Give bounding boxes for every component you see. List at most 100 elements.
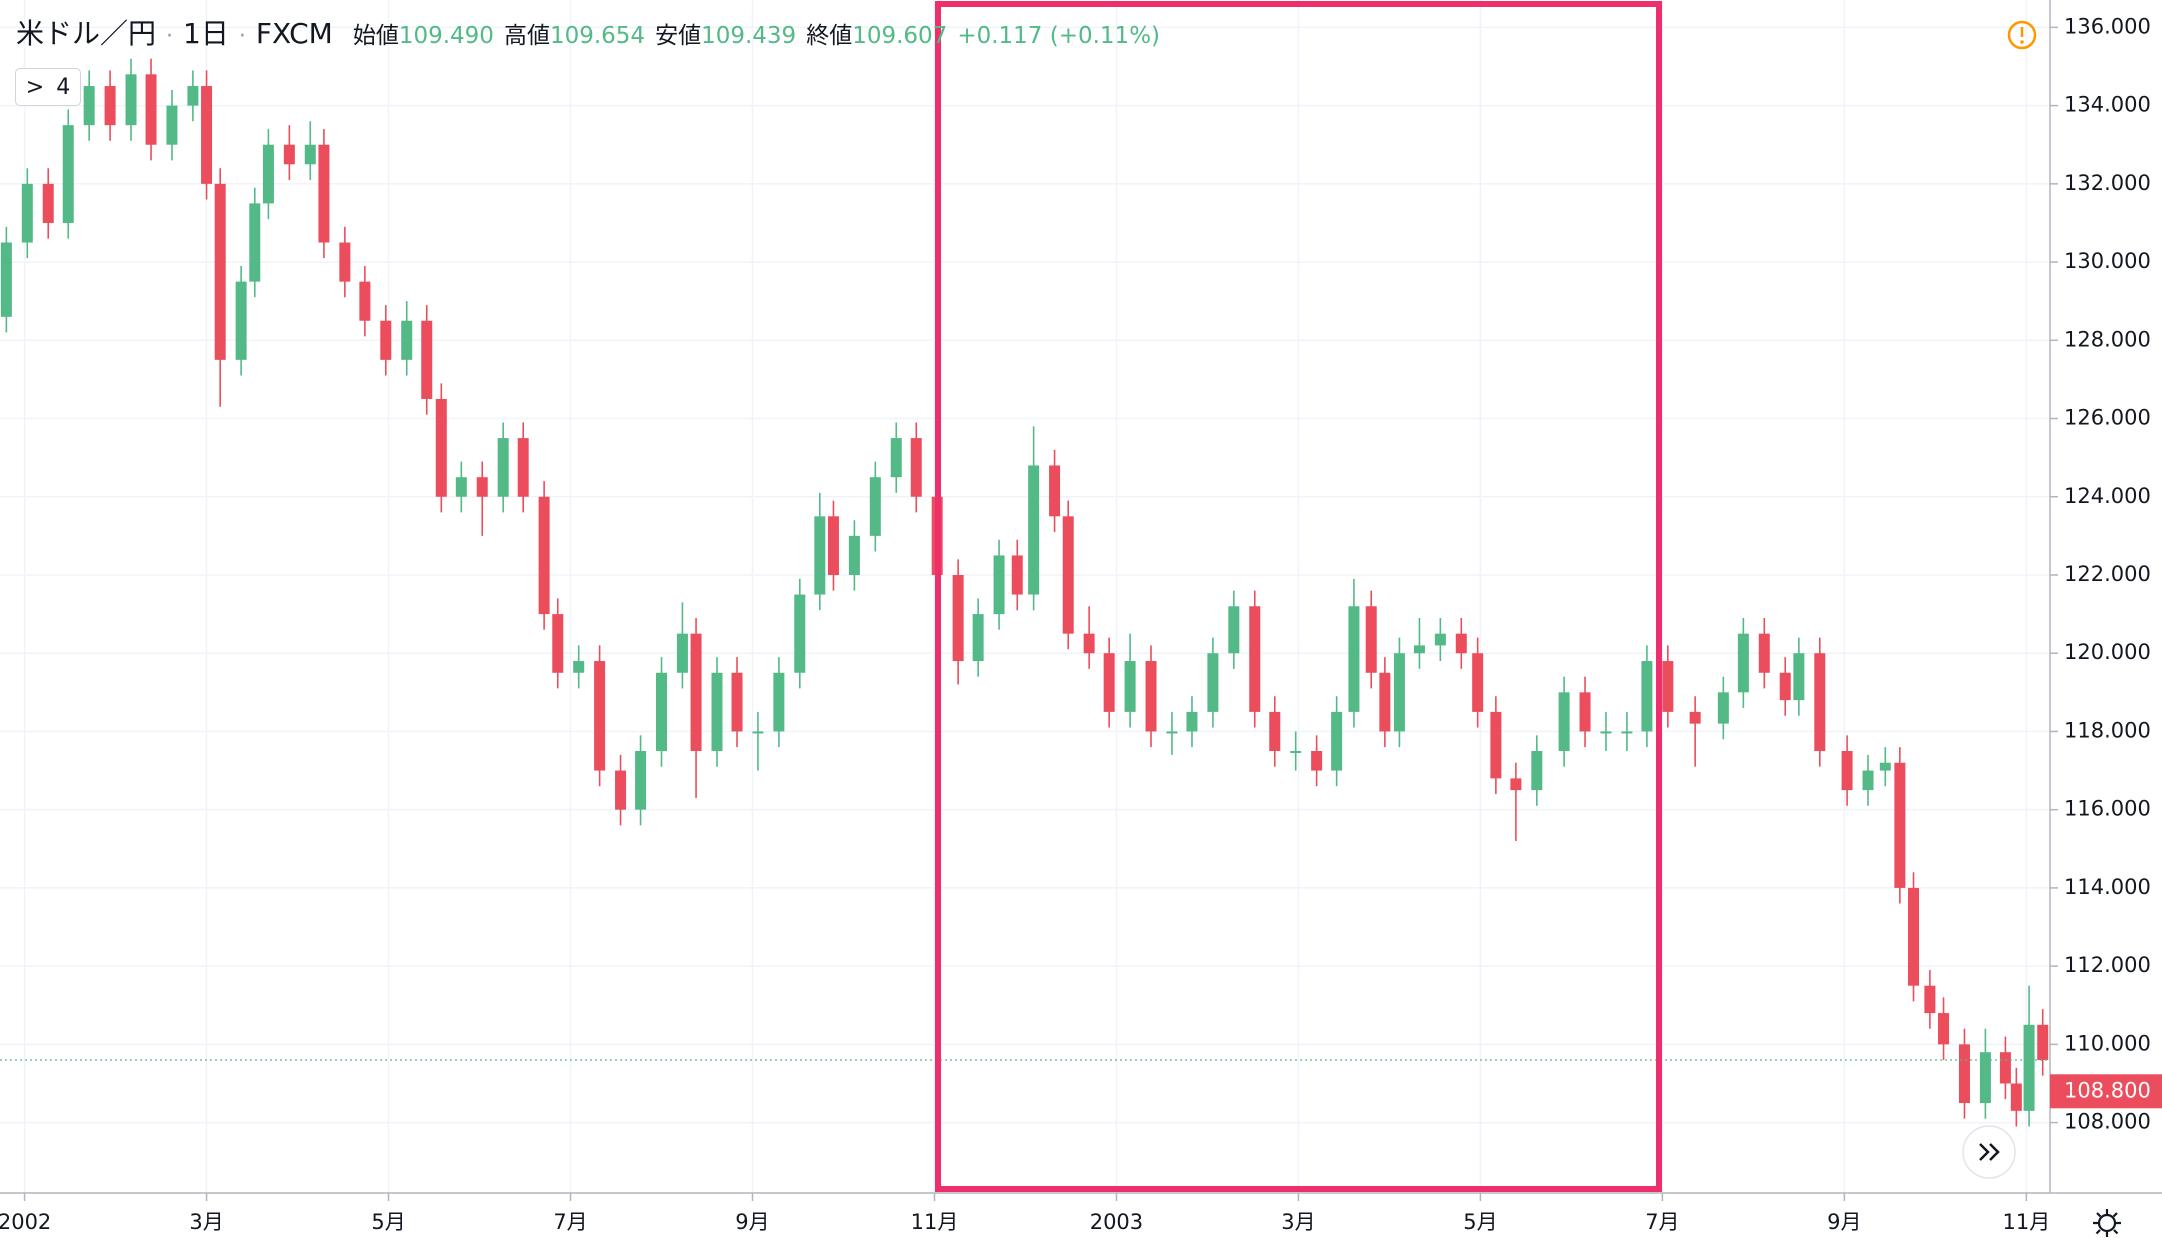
scroll-button[interactable]: [1962, 1125, 2016, 1179]
y-tick-label: 118.000: [2064, 718, 2151, 742]
candle-body: [0, 242, 12, 317]
ohlc-legend: 始値109.490 高値109.654 安値109.439 終値109.607: [343, 16, 948, 50]
candle-body: [42, 183, 54, 223]
settings-icon[interactable]: [2093, 1209, 2121, 1237]
candle-body: [731, 672, 743, 732]
ohlc-label: 安値: [655, 23, 702, 49]
candle-body: [848, 535, 860, 575]
y-tick-label: 130.000: [2064, 249, 2151, 273]
candle-body: [235, 281, 247, 360]
x-tick-label: 2002: [0, 1210, 51, 1234]
candle-body: [952, 574, 964, 662]
candle-body: [1379, 672, 1391, 732]
indicator-count: 4: [56, 74, 71, 100]
x-tick-label: 11月: [2002, 1210, 2050, 1234]
candle-body: [1186, 711, 1198, 732]
candle-body: [538, 496, 550, 615]
x-tick-label: 9月: [735, 1210, 769, 1234]
axes: 108.000 110.000 112.000 114.000 116.000 118.0…: [0, 14, 2162, 1234]
candle-body: [1049, 465, 1061, 517]
x-tick-label: 11月: [911, 1210, 959, 1234]
candle-body: [83, 86, 95, 126]
candle-body: [655, 672, 667, 752]
ohlc-value: 109.439: [701, 23, 797, 49]
gear-teeth: [2093, 1209, 2121, 1237]
candle-body: [1166, 731, 1178, 734]
ohlc-label: 始値: [352, 23, 399, 49]
indicators-toggle[interactable]: >4: [15, 68, 81, 106]
y-tick-label: 112.000: [2064, 953, 2151, 977]
candle-body: [455, 477, 467, 497]
candle-body: [1879, 762, 1891, 771]
x-tick-label: 7月: [553, 1210, 587, 1234]
candle-body: [1999, 1052, 2011, 1084]
candle-body: [972, 614, 984, 662]
candle-body: [497, 438, 509, 497]
alert-dot: [2020, 40, 2024, 44]
candle-body: [890, 438, 902, 478]
candle-body: [1348, 606, 1360, 712]
y-tick-label: 136.000: [2064, 14, 2151, 38]
x-tick-label: 9月: [1827, 1210, 1861, 1234]
candle-body: [869, 477, 881, 536]
candle-body: [1779, 672, 1791, 701]
change: +0.117 (+0.11%): [957, 23, 1161, 49]
candle-body: [1862, 770, 1874, 791]
separator: ·: [238, 24, 246, 49]
candle-body: [1641, 661, 1653, 732]
candle-body: [1413, 645, 1425, 654]
candle-body: [21, 183, 33, 243]
candle-body: [1621, 731, 1633, 734]
y-tick-label: 108.000: [2064, 1110, 2151, 1134]
candle-body: [476, 477, 488, 497]
candle-body: [249, 203, 261, 282]
candle-body: [1311, 751, 1323, 771]
chevron: >: [25, 74, 45, 100]
y-tick-label: 116.000: [2064, 797, 2151, 821]
symbol: 米ドル／円: [16, 17, 157, 50]
candle-body: [814, 516, 826, 595]
candle-body: [318, 144, 330, 243]
candle-body: [1958, 1044, 1970, 1104]
candle-body: [1662, 661, 1674, 712]
y-tick-label: 134.000: [2064, 93, 2151, 117]
candle-body: [1689, 711, 1701, 724]
candle-body: [1717, 692, 1729, 724]
y-tick-label: 120.000: [2064, 640, 2151, 664]
candle-body: [1938, 1013, 1950, 1045]
candle-body: [1083, 633, 1095, 654]
alert-circle: [2007, 20, 2037, 50]
candle-body: [1028, 465, 1040, 595]
candle-body: [594, 661, 606, 771]
candle-body: [1894, 762, 1906, 888]
candle-body: [262, 144, 274, 204]
candle-body: [1228, 606, 1240, 654]
interval: 1日: [183, 17, 229, 50]
candle-body: [201, 86, 213, 184]
candle-body: [1490, 711, 1502, 779]
x-tick-label: 2003: [1090, 1210, 1143, 1234]
candle-body: [283, 144, 295, 165]
y-tick-label: 110.000: [2064, 1031, 2151, 1055]
candle-body: [1455, 633, 1467, 654]
candle-body: [827, 516, 839, 575]
y-tick-label: 124.000: [2064, 484, 2151, 508]
candle-body: [1841, 751, 1853, 791]
candles: [0, 58, 2050, 1127]
ohlc-label: 高値: [503, 23, 550, 49]
ohlc-value: 109.654: [549, 23, 646, 49]
candle-body: [1331, 711, 1343, 771]
candle-body: [380, 320, 392, 360]
candle-body: [573, 661, 585, 673]
header: 米ドル／円 · 1日 · FXCM 始値109.490 高値109.654 安値10…: [16, 12, 1160, 52]
candle-body: [1737, 633, 1749, 693]
price-tag: [2050, 1074, 2162, 1109]
candle-body: [304, 144, 316, 165]
alert-icon[interactable]: [2007, 20, 2037, 50]
candle-body: [339, 242, 351, 282]
ohlc-value: 109.607: [852, 23, 948, 49]
x-tick-label: 5月: [1463, 1210, 1497, 1234]
